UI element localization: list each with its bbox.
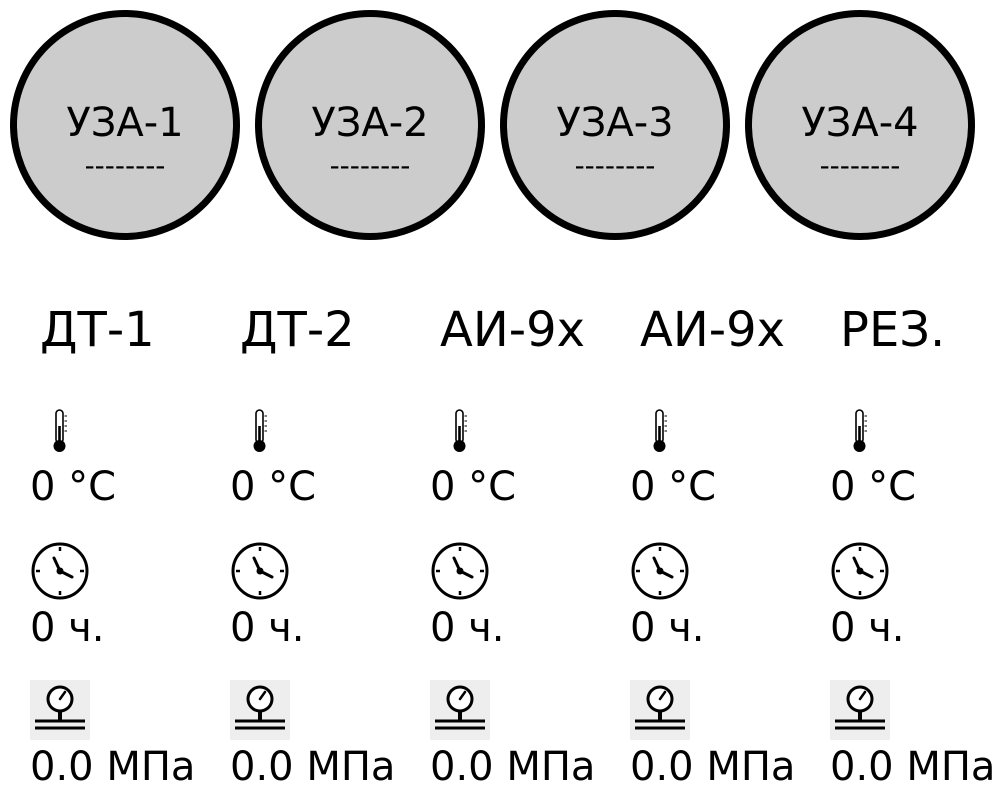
unit-title: ДТ-1 xyxy=(40,302,155,358)
operating-hours-value: 0 ч. xyxy=(630,605,705,651)
pressure-value: 0.0 МПа xyxy=(30,744,196,790)
thermometer-icon xyxy=(253,409,267,452)
unit-title: АИ-9х xyxy=(640,302,786,358)
tank-label: УЗА-3 xyxy=(556,100,674,146)
clock-icon xyxy=(231,542,289,600)
tank-label: УЗА-1 xyxy=(66,100,184,146)
pressure-gauge-icon xyxy=(230,680,290,740)
temperature-value: 0 °С xyxy=(430,464,517,510)
thermometer-icon xyxy=(453,409,467,452)
tank-label: УЗА-4 xyxy=(801,100,919,146)
temperature-value: 0 °С xyxy=(30,464,117,510)
pressure-value: 0.0 МПа xyxy=(230,744,396,790)
pressure-gauge-icon xyxy=(630,680,690,740)
pressure-gauge-icon xyxy=(30,680,90,740)
tank-uza-2[interactable]: УЗА-2 -------- xyxy=(255,10,485,240)
thermometer-icon xyxy=(653,409,667,452)
operating-hours-value: 0 ч. xyxy=(230,605,305,651)
pressure-value: 0.0 МПа xyxy=(430,744,596,790)
clock-icon xyxy=(831,542,889,600)
operating-hours-value: 0 ч. xyxy=(30,605,105,651)
tank-uza-1[interactable]: УЗА-1 -------- xyxy=(10,10,240,240)
pressure-value: 0.0 МПа xyxy=(830,744,996,790)
clock-icon xyxy=(431,542,489,600)
unit-column-dt-2: ДТ-2 0 °С 0 ч. 0.0 МПа xyxy=(230,290,430,800)
unit-title: ДТ-2 xyxy=(240,302,355,358)
clock-icon xyxy=(631,542,689,600)
temperature-value: 0 °С xyxy=(230,464,317,510)
temperature-value: 0 °С xyxy=(830,464,917,510)
unit-column-reserve: РЕЗ. 0 °С 0 ч. 0.0 МПа xyxy=(830,290,1000,800)
pressure-gauge-icon xyxy=(430,680,490,740)
thermometer-icon xyxy=(53,409,67,452)
pressure-value: 0.0 МПа xyxy=(630,744,796,790)
operating-hours-value: 0 ч. xyxy=(830,605,905,651)
tank-uza-3[interactable]: УЗА-3 -------- xyxy=(500,10,730,240)
pressure-gauge-icon xyxy=(830,680,890,740)
unit-column-dt-1: ДТ-1 0 °С 0 ч. 0.0 МПа xyxy=(30,290,230,800)
clock-icon xyxy=(31,542,89,600)
unit-column-ai-9x-1: АИ-9х 0 °С 0 ч. 0.0 МПа xyxy=(430,290,630,800)
tank-value: -------- xyxy=(84,149,166,182)
tank-value: -------- xyxy=(329,149,411,182)
unit-title: РЕЗ. xyxy=(840,302,946,358)
unit-title: АИ-9х xyxy=(440,302,586,358)
tank-label: УЗА-2 xyxy=(311,100,429,146)
unit-column-ai-9x-2: АИ-9х 0 °С 0 ч. 0.0 МПа xyxy=(630,290,830,800)
operating-hours-value: 0 ч. xyxy=(430,605,505,651)
tank-value: -------- xyxy=(819,149,901,182)
tank-value: -------- xyxy=(574,149,656,182)
tank-uza-4[interactable]: УЗА-4 -------- xyxy=(745,10,975,240)
temperature-value: 0 °С xyxy=(630,464,717,510)
thermometer-icon xyxy=(853,409,867,452)
